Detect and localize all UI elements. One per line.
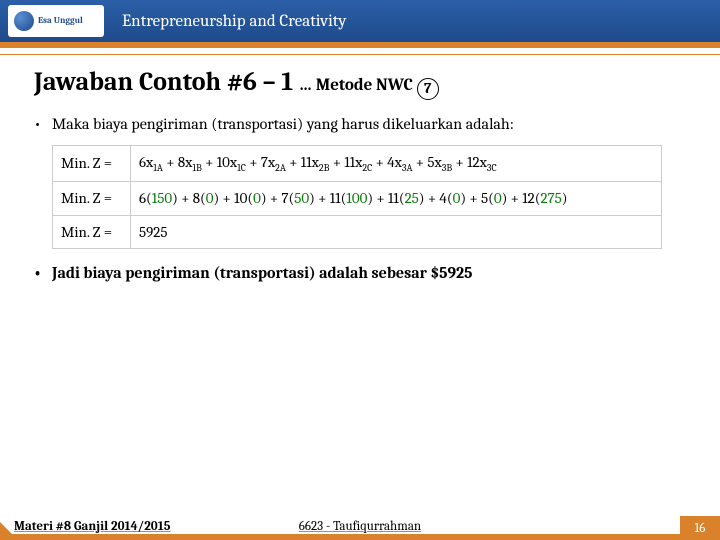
accent-bar bbox=[0, 42, 720, 48]
page-number: 16 bbox=[680, 516, 720, 540]
header-title: Entrepreneurship and Creativity bbox=[122, 12, 347, 31]
title-main: Jawaban Contoh #6 – 1 bbox=[34, 67, 293, 97]
header-bar: Esa Unggul Entrepreneurship and Creativi… bbox=[0, 0, 720, 42]
table-row: Min. Z = 5925 bbox=[53, 215, 662, 248]
eq-rhs-2: 6(150) + 8(0) + 10(0) + 7(50) + 11(100) … bbox=[131, 182, 662, 215]
table-row: Min. Z = 6x1A + 8x1B + 10x1C + 7x2A + 11… bbox=[53, 145, 662, 182]
slide-title: Jawaban Contoh #6 – 1 … Metode NWC 7 bbox=[34, 67, 686, 100]
logo: Esa Unggul bbox=[8, 5, 104, 37]
logo-swirl-icon bbox=[14, 11, 34, 31]
eq-rhs-3: 5925 bbox=[131, 215, 662, 248]
bullet-intro: Maka biaya pengiriman (transportasi) yan… bbox=[34, 114, 686, 135]
eq-lhs: Min. Z = bbox=[53, 215, 131, 248]
slide-content: Jawaban Contoh #6 – 1 … Metode NWC 7 Mak… bbox=[0, 55, 720, 284]
eq-lhs: Min. Z = bbox=[53, 182, 131, 215]
equation-table: Min. Z = 6x1A + 8x1B + 10x1C + 7x2A + 11… bbox=[52, 145, 662, 249]
footer-center-text: 6623 - Taufiqurrahman bbox=[299, 519, 421, 534]
title-sub: … Metode NWC bbox=[299, 76, 413, 95]
eq-lhs: Min. Z = bbox=[53, 145, 131, 182]
footer-left-text: Materi #8 Ganjil 2014/2015 bbox=[14, 519, 170, 534]
bullet-conclusion: Jadi biaya pengiriman (transportasi) ada… bbox=[34, 263, 686, 284]
footer-bar bbox=[0, 534, 720, 540]
circled-number: 7 bbox=[417, 78, 439, 100]
footer: Materi #8 Ganjil 2014/2015 6623 - Taufiq… bbox=[0, 510, 720, 540]
logo-text: Esa Unggul bbox=[38, 16, 83, 26]
table-row: Min. Z = 6(150) + 8(0) + 10(0) + 7(50) +… bbox=[53, 182, 662, 215]
eq-rhs-1: 6x1A + 8x1B + 10x1C + 7x2A + 11x2B + 11x… bbox=[131, 145, 662, 182]
